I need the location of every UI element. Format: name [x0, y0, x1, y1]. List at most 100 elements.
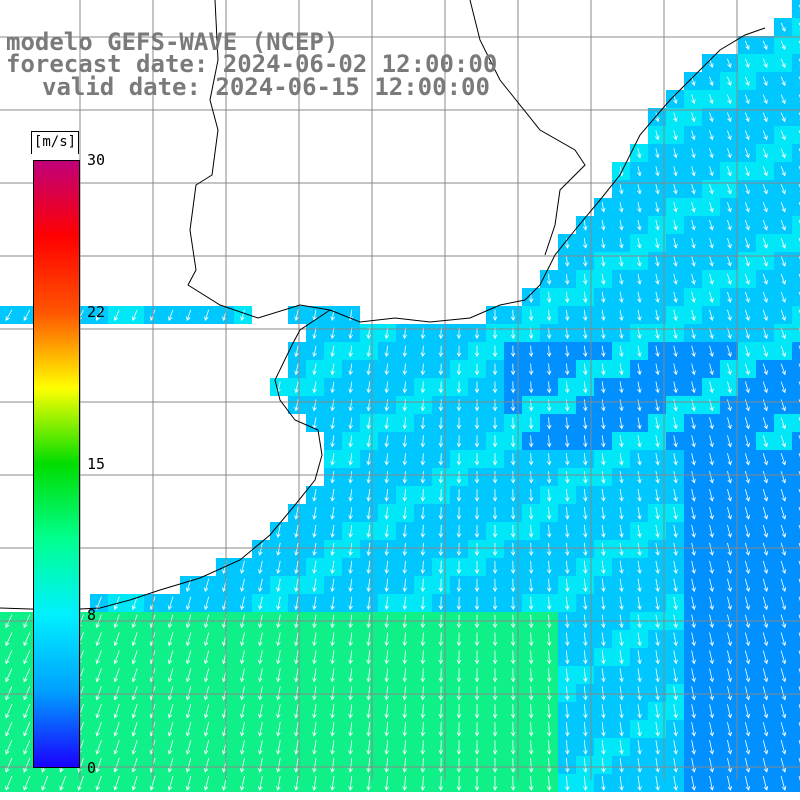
- wind-arrow: [673, 524, 678, 538]
- wind-arrow: [203, 704, 210, 719]
- wind-arrow: [744, 76, 750, 87]
- wind-arrow: [762, 58, 768, 69]
- wind-arrow: [330, 686, 335, 701]
- wind-arrow: [348, 435, 353, 448]
- wind-arrow: [420, 471, 426, 484]
- wind-arrow: [456, 345, 462, 358]
- wind-arrow: [240, 668, 245, 683]
- wind-speed-cell: [792, 342, 800, 360]
- wind-arrow: [727, 220, 732, 231]
- wind-arrow: [655, 560, 660, 575]
- wind-arrow: [780, 417, 786, 430]
- wind-arrow: [762, 76, 768, 87]
- wind-arrow: [348, 542, 353, 556]
- wind-arrow: [456, 507, 462, 520]
- wind-arrow: [744, 596, 751, 611]
- wind-arrow: [384, 363, 390, 376]
- wind-arrow: [709, 489, 714, 502]
- wind-arrow: [294, 740, 299, 755]
- wind-arrow: [438, 775, 444, 791]
- wind-arrow: [366, 417, 371, 430]
- wind-arrow: [5, 632, 13, 647]
- wind-arrow: [456, 668, 462, 683]
- wind-speed-cell: [792, 540, 800, 558]
- wind-arrow: [691, 435, 696, 448]
- wind-arrow: [744, 471, 750, 484]
- wind-arrow: [601, 453, 606, 466]
- wind-arrow: [546, 345, 552, 358]
- wind-arrow: [258, 650, 263, 665]
- wind-speed-cell: [792, 18, 800, 36]
- wind-arrow: [655, 381, 660, 394]
- wind-arrow: [474, 471, 480, 484]
- wind-arrow: [348, 578, 353, 593]
- wind-arrow: [727, 740, 733, 755]
- valid-date: valid date: 2024-06-15 12:00:00: [42, 73, 490, 101]
- wind-arrow: [384, 596, 389, 611]
- wind-arrow: [637, 578, 642, 593]
- wind-arrow: [438, 686, 444, 701]
- wind-arrow: [727, 757, 733, 773]
- wind-arrow: [780, 40, 786, 50]
- wind-arrow: [619, 668, 624, 683]
- wind-arrow: [510, 578, 516, 593]
- wind-arrow: [366, 668, 371, 683]
- wind-arrow: [492, 560, 498, 575]
- wind-arrow: [709, 148, 714, 159]
- wind-arrow: [348, 363, 353, 376]
- wind-arrow: [438, 578, 444, 593]
- wind-arrow: [276, 704, 281, 719]
- wind-arrow: [762, 435, 768, 448]
- wind-arrow: [727, 560, 732, 574]
- wind-arrow: [709, 291, 714, 303]
- wind-arrow: [456, 686, 462, 701]
- wind-arrow: [420, 758, 426, 773]
- wind-arrow: [276, 722, 281, 737]
- wind-arrow: [619, 399, 624, 412]
- wind-arrow: [510, 453, 516, 466]
- wind-speed-cell: [792, 90, 800, 108]
- forecast-date: forecast date: 2024-06-02 12:00:00: [6, 50, 498, 78]
- wind-arrow: [276, 668, 281, 683]
- wind-arrow: [167, 650, 174, 665]
- wind-arrow: [366, 686, 371, 701]
- wind-arrow: [203, 757, 210, 773]
- wind-arrow: [637, 524, 642, 538]
- wind-arrow: [691, 775, 696, 791]
- wind-arrow: [691, 632, 696, 647]
- wind-arrow: [744, 668, 751, 683]
- wind-arrow: [637, 309, 642, 322]
- wind-arrow: [780, 453, 787, 466]
- wind-arrow: [546, 381, 552, 394]
- wind-arrow: [762, 381, 768, 394]
- wind-arrow: [528, 381, 534, 394]
- wind-arrow: [655, 237, 660, 249]
- wind-arrow: [619, 542, 624, 556]
- wind-arrow: [492, 524, 498, 538]
- wind-arrow: [709, 202, 714, 213]
- wind-speed-cell: [792, 720, 800, 738]
- wind-speed-cell: [792, 270, 800, 288]
- wind-arrow: [492, 668, 498, 683]
- wind-arrow: [673, 202, 678, 213]
- wind-arrow: [402, 578, 408, 593]
- wind-arrow: [619, 471, 624, 484]
- wind-arrow: [420, 596, 426, 611]
- wind-arrow: [565, 758, 570, 773]
- wind-arrow: [727, 58, 732, 69]
- wind-arrow: [709, 775, 714, 791]
- wind-arrow: [619, 417, 624, 430]
- wind-arrow: [240, 704, 245, 719]
- wind-arrow: [95, 650, 102, 665]
- wind-arrow: [167, 632, 174, 647]
- wind-arrow: [258, 632, 263, 647]
- wind-arrow: [258, 686, 263, 701]
- wind-arrow: [294, 650, 299, 665]
- wind-arrow: [420, 650, 426, 665]
- wind-arrow: [528, 650, 534, 665]
- wind-arrow: [727, 148, 732, 159]
- wind-arrow: [655, 775, 660, 791]
- wind-arrow: [780, 130, 786, 141]
- wind-arrow: [762, 273, 768, 285]
- wind-arrow: [474, 668, 480, 683]
